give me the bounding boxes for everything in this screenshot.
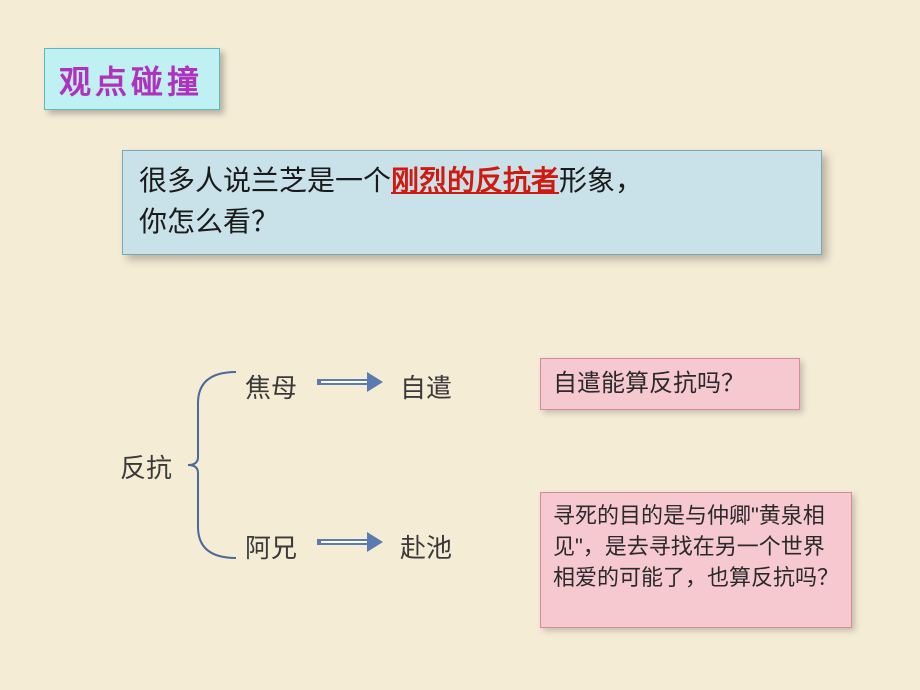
- question-box: 很多人说兰芝是一个刚烈的反抗者形象， 你怎么看？: [122, 150, 822, 255]
- branch2-arrow-icon: [315, 530, 385, 554]
- bracket-shape: [188, 370, 236, 560]
- branch2-right-label: 赴池: [400, 528, 452, 565]
- question-post1: 形象，: [559, 165, 643, 196]
- branch1-left-label: 焦母: [245, 368, 297, 405]
- note-text-1: 自遣能算反抗吗？: [553, 370, 745, 397]
- question-pre: 很多人说兰芝是一个: [139, 165, 391, 196]
- note-text-2: 寻死的目的是与仲卿"黄泉相见"，是去寻找在另一个世界相爱的可能了，也算反抗吗？: [553, 503, 839, 590]
- section-title-box: 观点碰撞: [44, 48, 220, 110]
- section-title: 观点碰撞: [59, 64, 203, 100]
- branch1-right-label: 自遣: [400, 368, 452, 405]
- branch1-arrow-icon: [315, 370, 385, 394]
- question-emphasis: 刚烈的反抗者: [391, 165, 559, 196]
- question-line2: 你怎么看？: [139, 206, 279, 237]
- diagram-root-label: 反抗: [120, 448, 172, 485]
- branch2-left-label: 阿兄: [245, 528, 297, 565]
- note-box-2: 寻死的目的是与仲卿"黄泉相见"，是去寻找在另一个世界相爱的可能了，也算反抗吗？: [540, 492, 852, 628]
- note-box-1: 自遣能算反抗吗？: [540, 358, 800, 410]
